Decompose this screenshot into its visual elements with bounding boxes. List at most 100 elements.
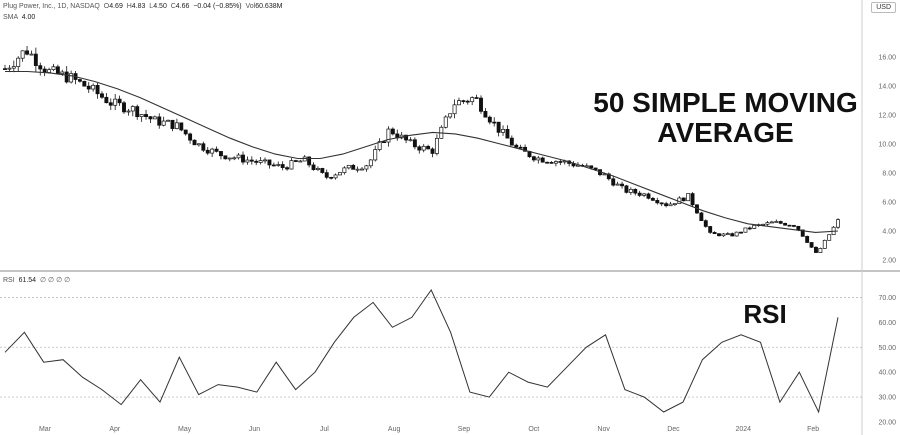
- candle-body: [258, 160, 263, 163]
- candle-body: [642, 193, 647, 196]
- candle-body: [518, 146, 523, 149]
- candle-body: [293, 160, 298, 162]
- rsi-tick-label: 50.00: [878, 345, 896, 352]
- candle-body: [148, 116, 153, 120]
- candle-body: [77, 79, 82, 82]
- candle-body: [29, 53, 34, 56]
- candle-body: [196, 143, 201, 146]
- candle-body: [311, 164, 316, 170]
- candle-body: [536, 157, 541, 161]
- candle-body: [725, 233, 730, 235]
- candle-body: [628, 188, 633, 193]
- candle-body: [166, 119, 171, 122]
- candle-body: [152, 116, 157, 120]
- candles: [3, 46, 840, 253]
- candle-body: [509, 137, 514, 146]
- candle-body: [699, 212, 704, 222]
- candle-body: [417, 146, 422, 151]
- candle-body: [778, 221, 783, 224]
- candle-body: [805, 236, 810, 243]
- x-tick-label: Dec: [667, 426, 680, 433]
- candle-body: [170, 119, 175, 129]
- candle-body: [324, 172, 329, 178]
- candle-body: [584, 165, 589, 168]
- candle-body: [254, 160, 259, 163]
- candle-body: [672, 203, 677, 205]
- candle-body: [747, 227, 752, 230]
- candle-body: [576, 164, 580, 167]
- candle-body: [3, 68, 7, 70]
- candle-body: [633, 188, 638, 194]
- candle-body: [298, 160, 303, 163]
- candle-body: [100, 93, 104, 98]
- x-tick-label: 2024: [736, 426, 752, 433]
- candle-body: [355, 168, 360, 171]
- candle-body: [787, 224, 792, 227]
- rsi-tick-label: 30.00: [878, 395, 896, 402]
- candle-body: [315, 168, 320, 170]
- x-tick-label: Apr: [109, 426, 121, 433]
- sma-value: 4.00: [21, 14, 36, 21]
- candle-body: [589, 165, 594, 169]
- candle-body: [474, 97, 479, 99]
- candle-body: [412, 139, 417, 148]
- sma-legend: SMA 4.00: [3, 14, 35, 21]
- candle-body: [606, 173, 611, 180]
- candle-body: [307, 156, 312, 166]
- candle-body: [434, 138, 439, 154]
- candle-body: [426, 145, 431, 150]
- candle-body: [721, 233, 726, 237]
- candle-body: [64, 71, 69, 83]
- candle-body: [703, 220, 708, 227]
- candle-body: [791, 225, 796, 227]
- candle-body: [267, 159, 272, 166]
- x-tick-label: Aug: [388, 426, 401, 433]
- candle-body: [333, 174, 338, 179]
- candle-body: [664, 203, 669, 207]
- close-value: 4.66: [175, 3, 190, 10]
- candle-body: [796, 225, 801, 231]
- candle-body: [157, 116, 162, 126]
- candle-body: [33, 53, 38, 66]
- price-legend: Plug Power, Inc., 1D, NASDAQ O4.69 H4.83…: [3, 3, 283, 10]
- candle-body: [496, 121, 501, 133]
- price-tick-label: 8.00: [882, 171, 896, 178]
- candle-body: [338, 172, 342, 176]
- candle-body: [730, 233, 735, 237]
- candle-body: [650, 197, 655, 201]
- currency-button[interactable]: USD: [871, 2, 896, 13]
- candle-body: [135, 106, 140, 118]
- candle-body: [611, 178, 616, 186]
- candle-body: [55, 66, 60, 75]
- candle-body: [91, 84, 96, 90]
- open-value: 4.69: [109, 3, 123, 10]
- price-tick-label: 4.00: [882, 229, 896, 236]
- candle-body: [752, 224, 757, 229]
- candle-body: [82, 80, 87, 87]
- candle-body: [201, 143, 206, 151]
- candle-body: [104, 96, 109, 104]
- candle-body: [139, 114, 144, 118]
- candle-body: [690, 193, 695, 206]
- x-tick-label: Sep: [458, 426, 471, 433]
- x-tick-label: Feb: [807, 426, 819, 433]
- change-value: −0.04 (−0.85%): [193, 3, 242, 10]
- candle-body: [479, 97, 483, 112]
- candle-body: [117, 98, 122, 104]
- high-value: 4.83: [131, 3, 146, 10]
- candle-body: [430, 148, 435, 154]
- low-value: 4.50: [153, 3, 167, 10]
- candle-body: [593, 167, 598, 170]
- rsi-settings-icons[interactable]: ∅ ∅ ∅ ∅: [39, 277, 71, 284]
- candle-body: [620, 183, 624, 187]
- candle-body: [655, 200, 660, 204]
- candle-body: [86, 85, 91, 90]
- candle-body: [452, 104, 457, 115]
- candle-body: [739, 231, 743, 234]
- rsi-label: RSI: [3, 277, 15, 284]
- candle-body: [483, 111, 488, 118]
- candle-body: [60, 71, 65, 75]
- candle-body: [774, 221, 779, 223]
- candle-body: [7, 67, 12, 70]
